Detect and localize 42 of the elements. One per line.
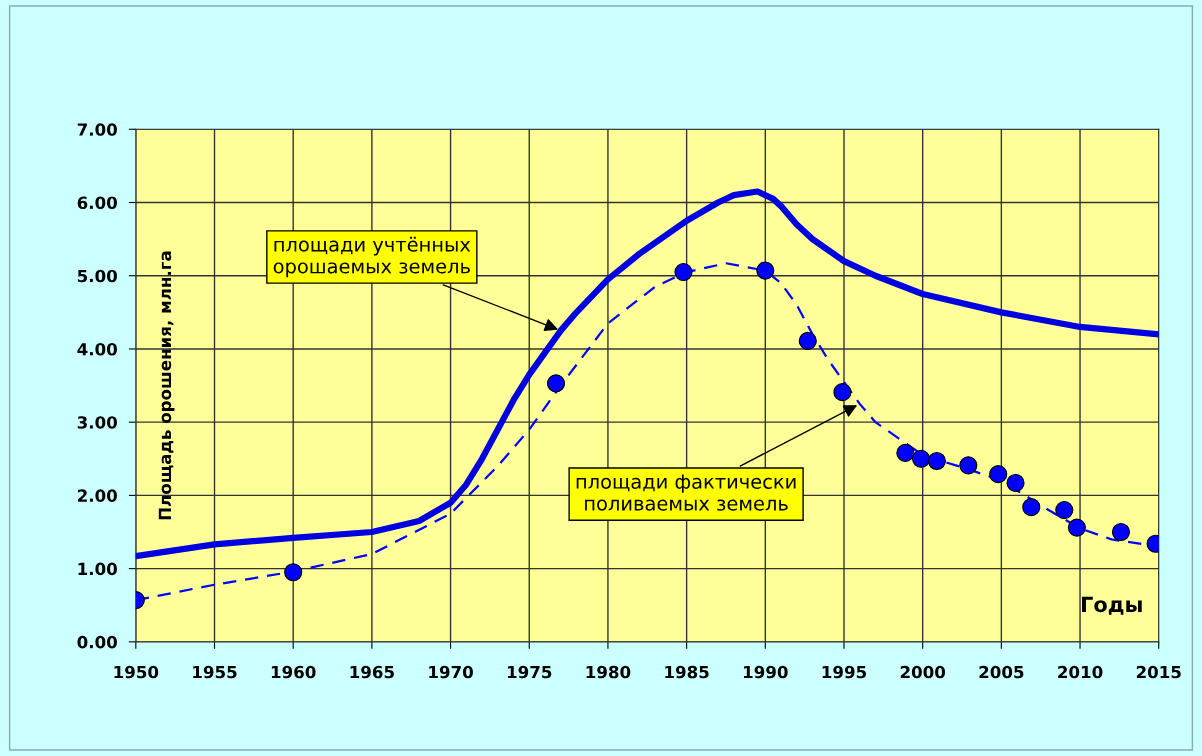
x-tick-label: 1955 <box>193 665 237 679</box>
y-axis-title: Площадь орошения, млн.га <box>158 251 175 520</box>
x-tick-label: 2010 <box>1058 665 1103 679</box>
point <box>896 443 915 462</box>
point <box>989 465 1008 484</box>
y-tick-label: 2.00 <box>77 489 117 502</box>
x-tick-label: 2005 <box>979 665 1024 679</box>
y-tick-label: 4.00 <box>77 342 117 356</box>
y-tick-label: 1.00 <box>78 562 117 576</box>
x-tick-label: 1980 <box>586 665 631 679</box>
point <box>546 374 566 393</box>
point <box>927 451 946 471</box>
annotation: площади фактически поливаемых земель <box>576 474 796 511</box>
x-tick-label: 1965 <box>350 665 394 679</box>
x-tick-label: 1990 <box>743 665 788 679</box>
x-tick-label: 1960 <box>271 665 316 679</box>
point <box>833 383 852 402</box>
annotation: площади учтённых орошаемых земель <box>273 236 471 278</box>
x-tick-label: 2015 <box>1136 665 1181 679</box>
y-tick-label: 7.00 <box>77 123 117 136</box>
point <box>1111 522 1131 542</box>
x-tick-label: 1985 <box>665 665 709 679</box>
y-tick-label: 3.00 <box>77 416 117 429</box>
x-tick-label: 1950 <box>114 665 159 679</box>
point <box>1022 498 1041 517</box>
y-tick-label: 0.00 <box>77 635 117 649</box>
point <box>798 331 817 350</box>
x-tick-label: 1995 <box>822 665 867 679</box>
point <box>912 449 931 468</box>
y-tick-label: 6.00 <box>77 196 117 210</box>
point <box>1006 473 1025 493</box>
point <box>1055 500 1074 520</box>
point <box>1067 518 1086 537</box>
y-tick-label: 5.00 <box>77 269 117 283</box>
point <box>959 456 978 475</box>
point <box>756 261 775 280</box>
point <box>284 563 303 582</box>
x-axis-title: Годы <box>1082 596 1142 615</box>
x-tick-label: 1975 <box>507 665 552 679</box>
x-tick-label: 2000 <box>900 665 946 679</box>
x-tick-label: 1970 <box>429 665 473 679</box>
point <box>674 263 693 282</box>
